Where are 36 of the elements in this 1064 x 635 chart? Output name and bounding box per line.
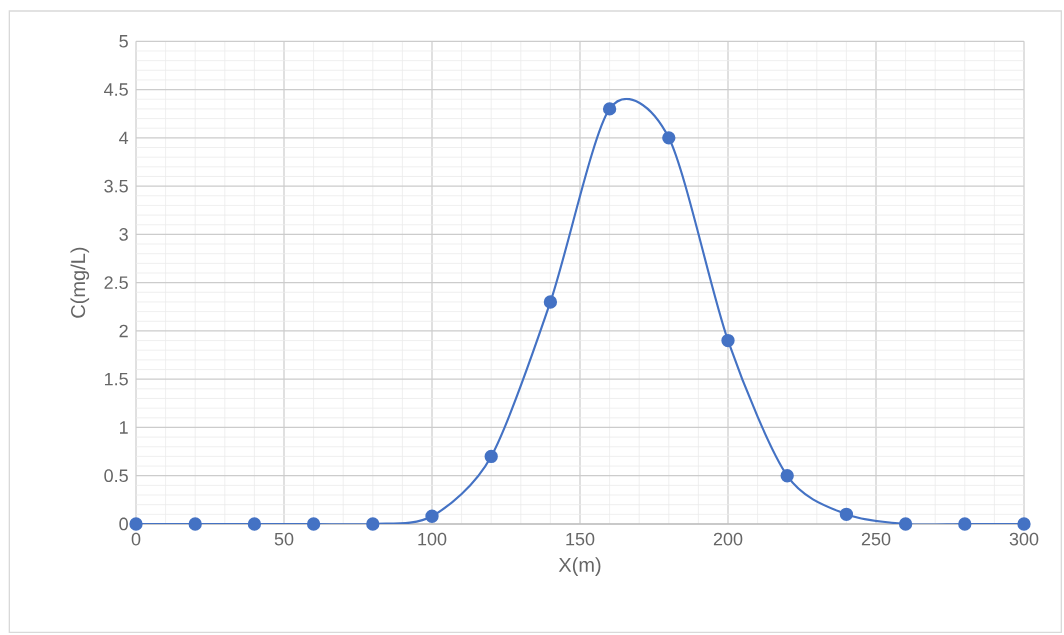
y-axis-title: C(mg/L)	[70, 247, 90, 318]
y-tick-label: 4.5	[104, 83, 128, 96]
point	[543, 295, 558, 309]
y-tick-label: 4	[119, 131, 129, 145]
point	[1017, 517, 1031, 531]
y-tick-label: 0.5	[104, 469, 128, 483]
x-tick-label: 0	[131, 532, 141, 546]
point	[602, 102, 617, 116]
y-tick-label: 1.5	[104, 372, 128, 386]
point	[662, 131, 676, 145]
point	[247, 517, 262, 531]
x-tick-label: 100	[418, 532, 447, 546]
point	[366, 517, 380, 531]
point	[306, 517, 321, 531]
x-tick-label: 250	[861, 532, 891, 546]
y-tick-label: 5	[119, 35, 128, 48]
point	[721, 333, 735, 348]
y-tick-label: 2	[119, 324, 128, 338]
point	[484, 449, 498, 464]
y-tick-label: 0	[119, 517, 128, 531]
point	[780, 469, 794, 483]
y-tick-label: 2.5	[104, 276, 128, 290]
y-tick-label: 3	[119, 228, 128, 241]
x-tick-label: 300	[1009, 532, 1039, 546]
x-tick-label: 50	[274, 532, 294, 546]
x-tick-label: 200	[713, 532, 743, 546]
x-axis-title: X(m)	[558, 557, 601, 576]
point	[129, 517, 143, 531]
point	[425, 509, 439, 523]
x-tick-label: 150	[566, 532, 595, 546]
y-tick-label: 1	[120, 421, 128, 434]
point	[188, 517, 202, 531]
point	[839, 507, 854, 521]
point	[898, 517, 913, 531]
y-tick-label: 3.5	[104, 179, 128, 193]
point	[958, 517, 972, 531]
